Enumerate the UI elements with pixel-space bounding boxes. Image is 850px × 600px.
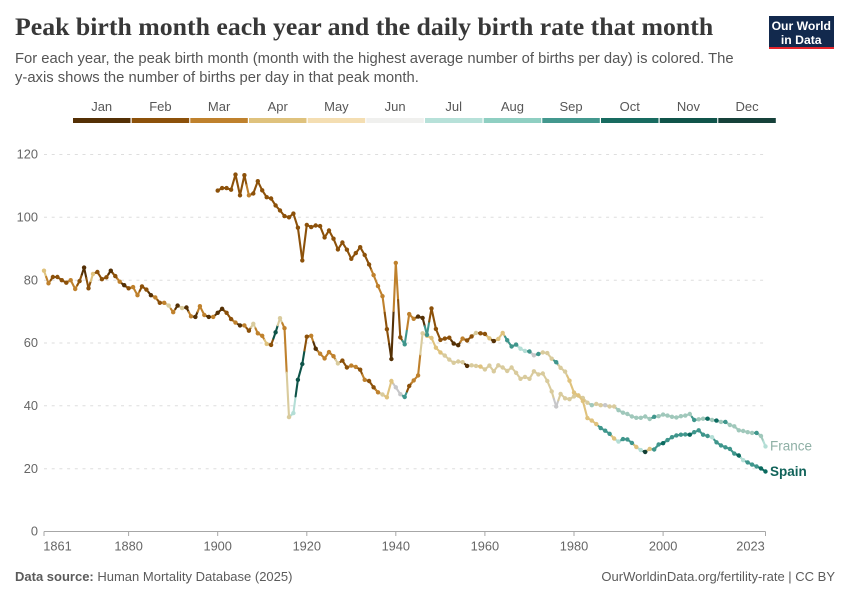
svg-text:0: 0 (31, 524, 38, 539)
svg-text:Jul: Jul (445, 99, 462, 114)
svg-text:80: 80 (24, 272, 38, 287)
svg-text:1861: 1861 (43, 539, 71, 554)
svg-text:Feb: Feb (149, 99, 171, 114)
svg-text:40: 40 (24, 398, 38, 413)
svg-text:May: May (324, 99, 349, 114)
svg-text:Jun: Jun (385, 99, 406, 114)
svg-text:20: 20 (24, 461, 38, 476)
svg-text:Aug: Aug (501, 99, 524, 114)
svg-text:1920: 1920 (293, 539, 321, 554)
svg-text:Sep: Sep (560, 99, 583, 114)
svg-text:1960: 1960 (471, 539, 499, 554)
svg-text:1900: 1900 (203, 539, 231, 554)
svg-text:Apr: Apr (268, 99, 289, 114)
svg-text:France: France (770, 439, 812, 454)
svg-text:1980: 1980 (560, 539, 588, 554)
svg-text:Mar: Mar (208, 99, 231, 114)
svg-text:1880: 1880 (114, 539, 142, 554)
svg-text:Dec: Dec (736, 99, 760, 114)
svg-text:Spain: Spain (770, 464, 807, 479)
svg-text:Jan: Jan (91, 99, 112, 114)
svg-text:100: 100 (17, 210, 38, 225)
svg-text:120: 120 (17, 147, 38, 162)
svg-text:2000: 2000 (649, 539, 677, 554)
svg-text:2023: 2023 (736, 539, 764, 554)
svg-text:60: 60 (24, 335, 38, 350)
svg-text:Oct: Oct (620, 99, 641, 114)
svg-text:Nov: Nov (677, 99, 701, 114)
svg-text:1940: 1940 (382, 539, 410, 554)
